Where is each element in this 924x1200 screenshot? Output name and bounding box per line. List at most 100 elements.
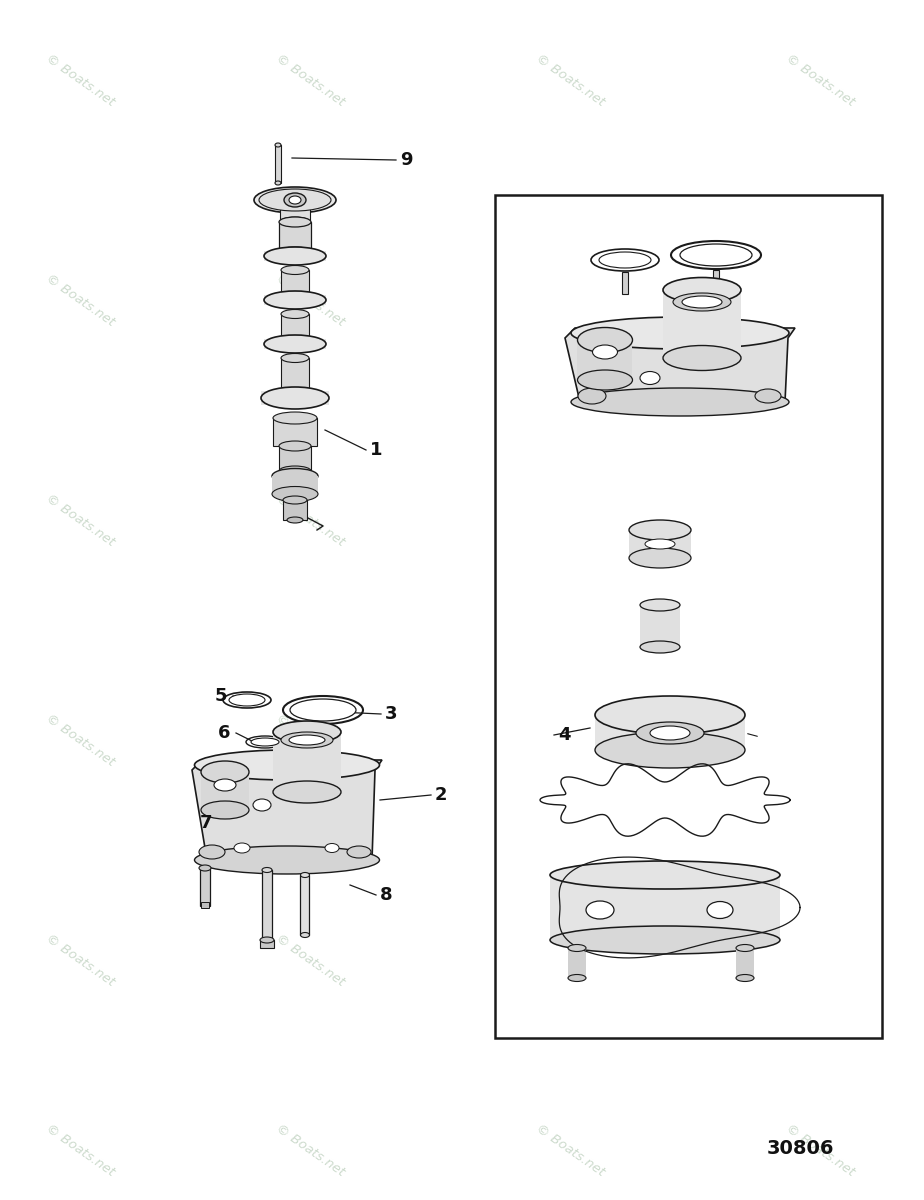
Bar: [272, 476, 318, 494]
Bar: [264, 338, 326, 349]
Bar: [264, 295, 326, 305]
Ellipse shape: [279, 247, 311, 257]
Ellipse shape: [640, 599, 680, 611]
Ellipse shape: [275, 181, 281, 185]
Bar: [550, 875, 780, 940]
Ellipse shape: [273, 781, 341, 803]
Ellipse shape: [281, 336, 309, 344]
Ellipse shape: [253, 799, 271, 811]
Bar: [300, 875, 309, 935]
Ellipse shape: [273, 721, 341, 743]
Text: © Boats.net: © Boats.net: [784, 712, 857, 768]
Ellipse shape: [550, 926, 780, 954]
Ellipse shape: [279, 217, 311, 227]
Text: 30806: 30806: [766, 1139, 833, 1158]
Text: © Boats.net: © Boats.net: [784, 271, 857, 329]
Bar: [577, 340, 632, 380]
Text: © Boats.net: © Boats.net: [274, 271, 346, 329]
Ellipse shape: [289, 196, 301, 204]
Ellipse shape: [325, 844, 339, 852]
Ellipse shape: [199, 845, 225, 859]
Ellipse shape: [300, 932, 310, 937]
Bar: [279, 222, 311, 252]
Text: © Boats.net: © Boats.net: [274, 931, 346, 989]
Ellipse shape: [194, 846, 380, 874]
Ellipse shape: [279, 440, 311, 451]
Ellipse shape: [347, 846, 371, 858]
Text: © Boats.net: © Boats.net: [43, 1122, 117, 1178]
Bar: [640, 605, 680, 647]
Ellipse shape: [673, 293, 731, 311]
Text: 4: 4: [558, 726, 570, 744]
Bar: [281, 358, 309, 392]
Bar: [261, 391, 329, 404]
Ellipse shape: [578, 388, 606, 404]
Bar: [262, 870, 272, 946]
Bar: [260, 940, 274, 948]
Ellipse shape: [636, 722, 704, 744]
Ellipse shape: [640, 641, 680, 653]
Ellipse shape: [755, 389, 781, 403]
Text: © Boats.net: © Boats.net: [43, 712, 117, 768]
Bar: [283, 500, 307, 520]
Bar: [200, 868, 210, 906]
Ellipse shape: [550, 862, 780, 889]
Ellipse shape: [663, 346, 741, 371]
Text: © Boats.net: © Boats.net: [43, 931, 117, 989]
Ellipse shape: [229, 694, 265, 706]
Ellipse shape: [300, 872, 310, 877]
Text: 5: 5: [215, 686, 227, 704]
Text: © Boats.net: © Boats.net: [43, 492, 117, 548]
Ellipse shape: [283, 496, 307, 504]
Ellipse shape: [578, 328, 633, 353]
Ellipse shape: [279, 466, 311, 476]
Ellipse shape: [264, 247, 326, 265]
Ellipse shape: [281, 310, 309, 318]
Ellipse shape: [650, 726, 690, 740]
Text: © Boats.net: © Boats.net: [274, 1122, 346, 1178]
Bar: [275, 145, 281, 182]
Ellipse shape: [251, 738, 279, 746]
Ellipse shape: [281, 389, 309, 397]
Ellipse shape: [234, 842, 250, 853]
Bar: [629, 530, 691, 558]
Ellipse shape: [568, 974, 586, 982]
Text: © Boats.net: © Boats.net: [784, 492, 857, 548]
Ellipse shape: [264, 335, 326, 353]
Ellipse shape: [680, 244, 752, 266]
Bar: [663, 290, 741, 358]
Text: © Boats.net: © Boats.net: [784, 931, 857, 989]
Bar: [201, 902, 209, 908]
Ellipse shape: [259, 188, 331, 211]
Ellipse shape: [262, 868, 272, 872]
Ellipse shape: [595, 696, 745, 734]
Ellipse shape: [736, 974, 754, 982]
Text: © Boats.net: © Boats.net: [43, 271, 117, 329]
Bar: [279, 446, 311, 470]
Ellipse shape: [201, 761, 249, 782]
Text: © Boats.net: © Boats.net: [43, 52, 117, 108]
Ellipse shape: [640, 372, 660, 384]
Text: © Boats.net: © Boats.net: [533, 1122, 607, 1178]
Text: © Boats.net: © Boats.net: [533, 712, 607, 768]
Ellipse shape: [281, 292, 309, 300]
Ellipse shape: [578, 370, 633, 390]
Ellipse shape: [214, 779, 236, 791]
Bar: [595, 715, 745, 750]
Ellipse shape: [586, 901, 614, 919]
Text: 1: 1: [370, 440, 383, 458]
Ellipse shape: [571, 388, 789, 416]
Text: 3: 3: [385, 704, 397, 722]
Ellipse shape: [284, 193, 306, 206]
Ellipse shape: [281, 265, 309, 275]
Ellipse shape: [290, 698, 356, 721]
Text: © Boats.net: © Boats.net: [533, 271, 607, 329]
Ellipse shape: [281, 732, 333, 748]
Ellipse shape: [280, 217, 310, 227]
Ellipse shape: [254, 187, 336, 214]
Bar: [280, 200, 310, 222]
Ellipse shape: [273, 412, 317, 424]
Bar: [273, 732, 341, 792]
Ellipse shape: [568, 944, 586, 952]
Ellipse shape: [264, 290, 326, 308]
